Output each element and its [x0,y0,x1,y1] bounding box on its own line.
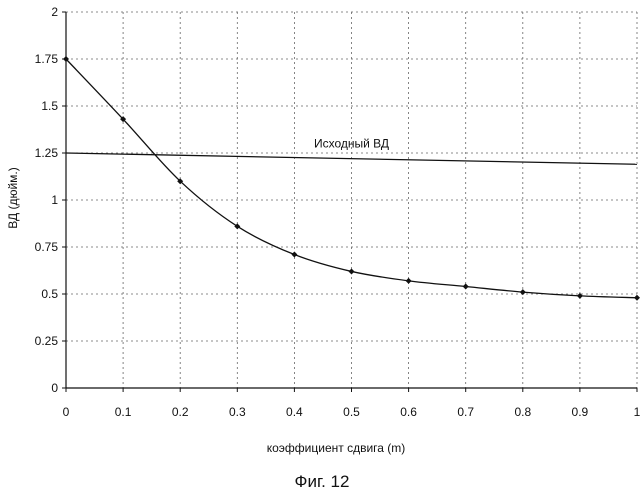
x-tick-label: 1 [634,405,641,419]
series-annotation-label: Исходный ВД [314,136,389,150]
axes [62,12,637,392]
data-point [463,283,469,289]
y-tick-label: 0.5 [41,287,58,301]
x-tick-label: 0.4 [286,405,303,419]
grid [66,12,637,388]
y-tick-label: 0.25 [35,334,59,348]
x-tick-label: 0.6 [400,405,417,419]
x-tick-label: 0.3 [229,405,246,419]
data-point [406,278,412,284]
y-tick-label: 1 [51,193,58,207]
x-tick-label: 0.5 [343,405,360,419]
x-tick-label: 0.8 [514,405,531,419]
data-point [349,268,355,274]
x-tick-labels: 0 0.1 0.2 0.3 0.4 0.5 0.6 0.7 0.8 0.9 1 [63,405,641,419]
y-tick-label: 1.75 [35,52,59,66]
y-tick-labels: 0 0.25 0.5 0.75 1 1.25 1.5 1.75 2 [35,5,59,395]
y-tick-label: 1.5 [41,99,58,113]
annotations: Исходный ВД [314,136,389,150]
y-tick-label: 0 [51,381,58,395]
data-point [520,289,526,295]
x-axis-title: коэффициент сдвига (m) [267,441,406,455]
y-tick-label: 0.75 [35,240,59,254]
x-tick-label: 0.1 [115,405,132,419]
y-tick-label: 2 [51,5,58,19]
data-point [634,295,640,301]
x-tick-label: 0 [63,405,70,419]
x-tick-label: 0.9 [572,405,589,419]
figure-caption: Фиг. 12 [0,472,644,492]
y-tick-label: 1.25 [35,146,59,160]
line-chart: 00.250.50.7511.251.51.752 00.10.20.30.40… [0,0,644,470]
data-point [291,252,297,258]
x-tick-label: 0.2 [172,405,189,419]
x-tick-label: 0.7 [457,405,474,419]
y-axis-title: ВД (дюйм.) [6,167,20,228]
